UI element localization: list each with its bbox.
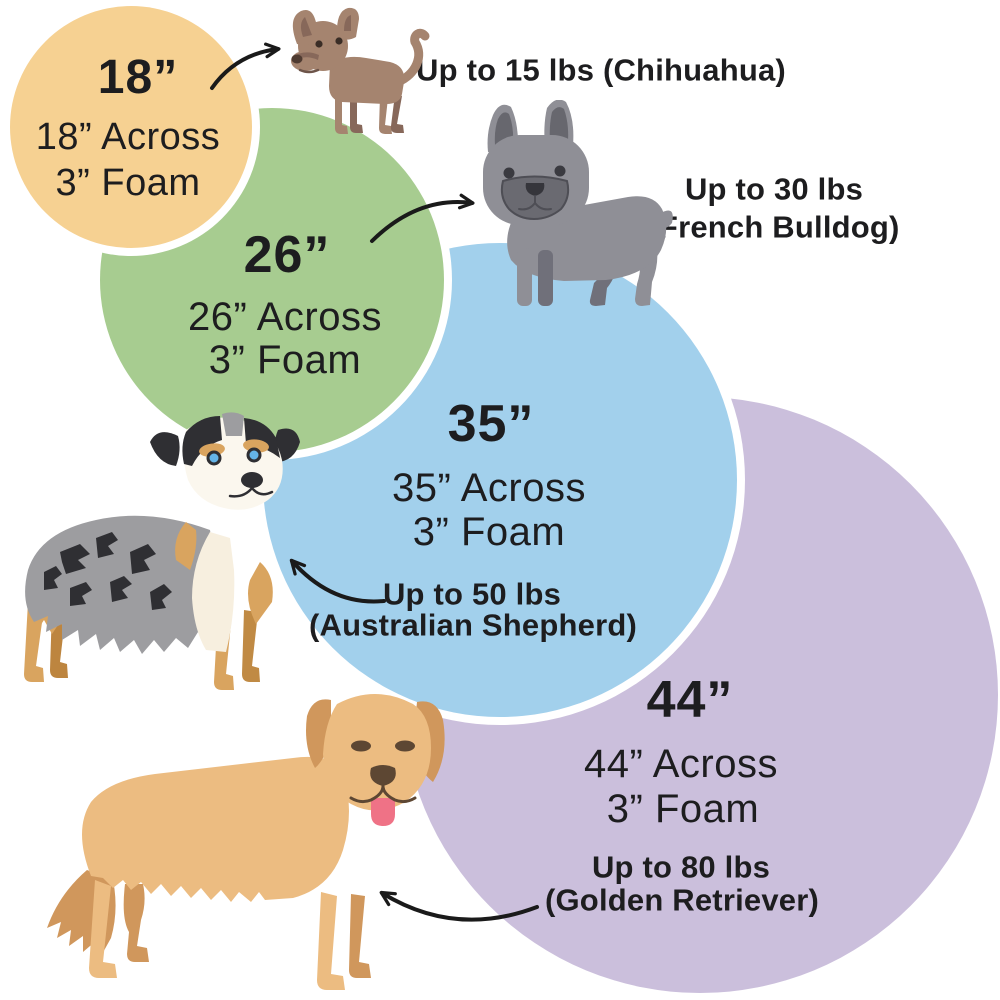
weight-label-chihuahua: Up to 15 lbs (Chihuahua) [416, 52, 786, 88]
circle-26-foam: 3” Foam [208, 338, 362, 382]
size-circle-18 [10, 6, 252, 248]
circle-26-heading: 26” [243, 226, 331, 284]
australian-shepherd-illustration [24, 412, 300, 690]
weight-label-french-bulldog-line1: Up to 30 lbs [684, 171, 864, 207]
circle-44-foam: 3” Foam [606, 787, 760, 831]
weight-label-golden-retriever-line1: Up to 80 lbs [591, 849, 771, 885]
chihuahua-illustration [291, 7, 430, 134]
circle-35-heading: 35” [447, 395, 535, 453]
circle-18-foam: 3” Foam [55, 162, 201, 204]
weight-label-golden-retriever-line2: (Golden Retriever) [544, 882, 820, 918]
circle-35-across: 35” Across [392, 466, 586, 510]
circle-44-heading: 44” [646, 671, 734, 729]
weight-label-australian-shepherd-line1: Up to 50 lbs [382, 576, 562, 612]
french-bulldog-illustration [483, 100, 673, 306]
weight-label-french-bulldog-line2: (French Bulldog) [648, 209, 900, 245]
circle-18-heading: 18” [97, 51, 179, 104]
circle-35-foam: 3” Foam [412, 510, 566, 554]
golden-retriever-illustration [47, 694, 445, 990]
weight-label-australian-shepherd-line2: (Australian Shepherd) [308, 607, 638, 643]
circle-18-across: 18” Across [35, 116, 221, 158]
circle-44-across: 44” Across [584, 742, 778, 786]
circle-26-across: 26” Across [188, 295, 382, 339]
